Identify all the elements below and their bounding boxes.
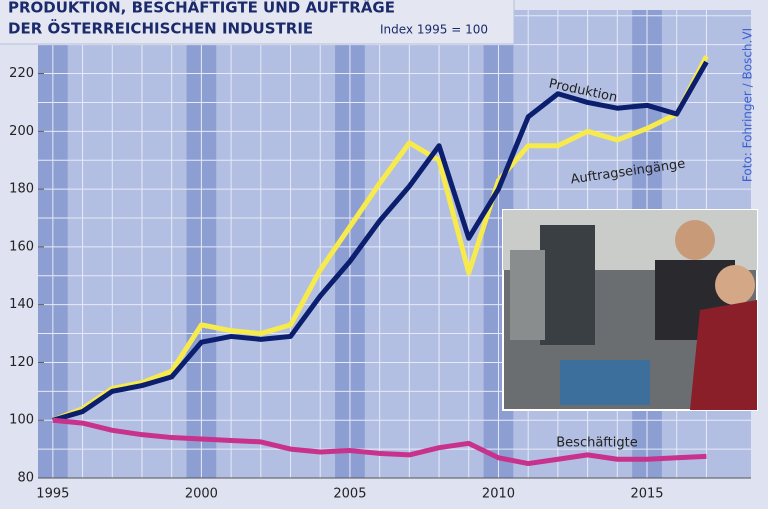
series-label: Beschäftigte bbox=[556, 436, 637, 451]
series-line bbox=[52, 417, 707, 467]
y-tick-label: 120 bbox=[9, 355, 34, 370]
index-note: Index 1995 = 100 bbox=[380, 23, 488, 37]
series-line bbox=[52, 60, 709, 423]
y-tick-label: 200 bbox=[9, 124, 34, 139]
series-line bbox=[51, 55, 709, 423]
y-tick-label: 220 bbox=[9, 66, 34, 81]
photo bbox=[502, 209, 758, 411]
chart-title: PRODUKTION, BESCHÄFTIGTE UND AUFTRÄGE bbox=[8, 0, 395, 17]
y-tick-label: 160 bbox=[9, 239, 34, 254]
title-box: PRODUKTION, BESCHÄFTIGTE UND AUFTRÄGE DE… bbox=[0, 0, 515, 45]
chart-subtitle: DER ÖSTERREICHISCHEN INDUSTRIE bbox=[8, 19, 313, 38]
x-tick-label: 2005 bbox=[333, 487, 366, 502]
y-tick-label: 180 bbox=[9, 182, 34, 197]
y-tick-label: 140 bbox=[9, 297, 34, 312]
plot-area: 1995 2000 2005 2010 2015 80 100 120 140 160 180 200… bbox=[9, 10, 758, 502]
x-tick-label: 2010 bbox=[482, 487, 515, 502]
x-tick-label: 1995 bbox=[36, 487, 69, 502]
x-tick-label: 2015 bbox=[630, 487, 663, 502]
y-tick-label: 100 bbox=[9, 413, 34, 428]
y-tick-label: 80 bbox=[17, 471, 34, 486]
x-tick-label: 2000 bbox=[185, 487, 218, 502]
photo-credit: Foto: Fohringer / Bosch.VI bbox=[741, 28, 755, 182]
